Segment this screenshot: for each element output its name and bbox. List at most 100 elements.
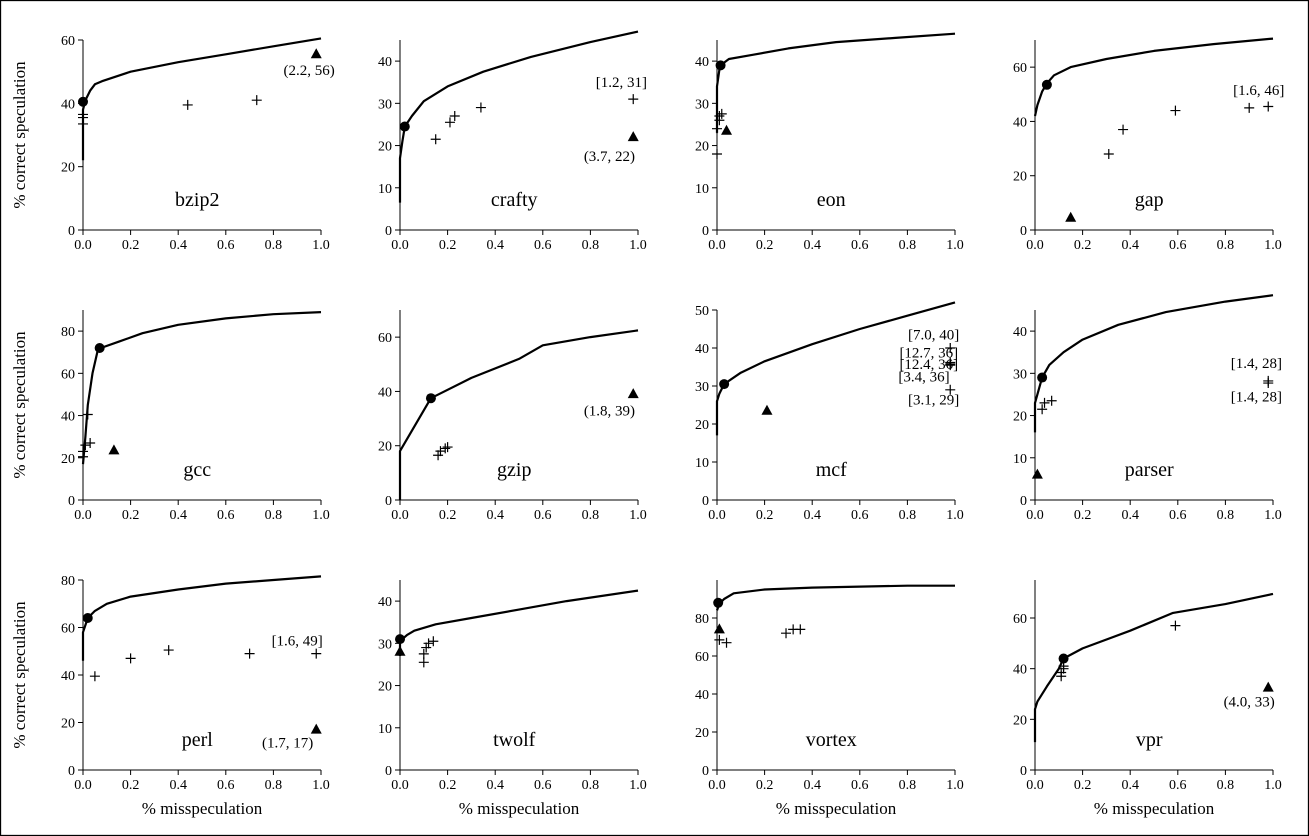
y-axis-label: % correct speculation (10, 601, 29, 749)
x-tick-label: 0.4 (803, 778, 821, 793)
point-annotation: (1.8, 39) (584, 403, 635, 419)
cross-marker (418, 657, 429, 668)
cross-marker (78, 446, 88, 457)
chart-mcf: 0.0 0.2 0.4 0.6 0.8 1.0 0 10 20 30 40 50 mcf [7.0, 40… (695, 301, 964, 523)
y-tick-label: 40 (1013, 663, 1027, 678)
x-tick-label: 0.0 (74, 238, 92, 253)
y-tick-label: 0 (385, 764, 392, 779)
x-tick-label: 1.0 (312, 778, 330, 793)
y-tick-label: 0 (68, 494, 75, 509)
x-tick-label: 0.0 (391, 508, 409, 523)
cross-marker (311, 648, 322, 659)
cross-marker (421, 642, 432, 653)
cross-marker (781, 628, 792, 639)
x-tick-label: 0.0 (1026, 508, 1044, 523)
point-annotation: [12.4, 36] (899, 357, 958, 373)
x-tick-label: 0.8 (265, 778, 283, 793)
highlight-point (719, 379, 730, 390)
benchmark-label: bzip2 (175, 189, 219, 211)
y-tick-label: 20 (695, 726, 709, 741)
benchmark-label: parser (1125, 459, 1174, 481)
chart-eon: 0.0 0.2 0.4 0.6 0.8 1.0 0 10 20 30 40 eon (695, 32, 964, 253)
triangle-marker (108, 444, 120, 455)
y-tick-label: 10 (695, 456, 709, 471)
triangle-marker (627, 388, 639, 399)
x-tick-label: 0.0 (708, 508, 726, 523)
y-tick-label: 10 (378, 722, 392, 737)
x-tick-label: 0.2 (756, 508, 774, 523)
cross-marker (714, 111, 725, 121)
y-tick-label: 30 (378, 637, 392, 652)
cross-marker (1170, 620, 1181, 631)
triangle-marker (721, 124, 733, 135)
x-tick-label: 0.2 (439, 238, 457, 253)
cross-marker (442, 442, 453, 453)
y-tick-label: 80 (61, 325, 75, 340)
x-tick-label: 0.4 (486, 508, 504, 523)
cross-marker (251, 95, 262, 106)
chart-bzip2: 0.0 0.2 0.4 0.6 0.8 1.0 0 20 40 60 % correct specu… (10, 34, 335, 253)
x-tick-label: 0.8 (265, 508, 283, 523)
benchmark-label: crafty (491, 189, 538, 211)
x-axis-label: % misspeculation (459, 799, 580, 818)
y-tick-label: 60 (61, 34, 75, 49)
cross-marker (945, 343, 956, 353)
y-tick-label: 50 (695, 304, 709, 319)
x-tick-label: 0.6 (217, 778, 235, 793)
point-annotation: [1.2, 31] (596, 75, 647, 91)
x-tick-label: 0.0 (1026, 238, 1044, 253)
highlight-point (715, 60, 726, 71)
y-tick-label: 0 (702, 494, 709, 509)
cross-marker (89, 671, 100, 682)
x-tick-label: 0.6 (217, 508, 235, 523)
point-annotation: (3.7, 22) (584, 149, 635, 165)
oracle-curve (1033, 37, 1274, 117)
x-tick-label: 0.0 (708, 238, 726, 253)
triangle-marker (310, 723, 322, 734)
x-tick-label: 0.6 (534, 778, 552, 793)
point-annotation: [3.4, 36] (898, 370, 949, 386)
cross-marker (430, 134, 441, 145)
chart-crafty: 0.0 0.2 0.4 0.6 0.8 1.0 0 10 20 30 40 crafty [1.2, 3… (378, 30, 647, 253)
chart-vortex: 0.0 0.2 0.4 0.6 0.8 1.0 0 20 40 60 80 % misspeculat… (695, 580, 964, 818)
cross-marker (1263, 375, 1274, 386)
point-annotation: [12.7, 36] (899, 346, 958, 362)
chart-twolf: 0.0 0.2 0.4 0.6 0.8 1.0 0 10 20 30 40 % misspeculat… (378, 580, 647, 818)
y-tick-label: 40 (61, 410, 75, 425)
y-tick-label: 30 (695, 380, 709, 395)
x-tick-label: 0.2 (1074, 238, 1092, 253)
benchmark-label: vpr (1136, 729, 1163, 751)
cross-marker (444, 117, 455, 128)
cross-marker (945, 360, 956, 371)
cross-marker (712, 123, 722, 134)
x-tick-label: 0.4 (803, 238, 821, 253)
x-tick-label: 0.0 (391, 238, 409, 253)
x-tick-label: 1.0 (312, 508, 330, 523)
oracle-curve (1033, 294, 1274, 433)
y-tick-label: 40 (378, 55, 392, 70)
y-tick-label: 40 (378, 385, 392, 400)
oracle-curve (398, 329, 639, 500)
y-tick-label: 10 (1013, 452, 1027, 467)
x-tick-label: 0.6 (851, 238, 869, 253)
y-tick-label: 0 (385, 494, 392, 509)
y-axis-label: % correct speculation (10, 331, 29, 479)
y-tick-label: 80 (61, 574, 75, 589)
y-tick-label: 60 (695, 650, 709, 665)
y-tick-label: 20 (378, 140, 392, 155)
y-tick-label: 60 (1013, 612, 1027, 627)
x-tick-label: 0.4 (169, 508, 187, 523)
x-tick-label: 1.0 (1264, 508, 1282, 523)
benchmark-label: gap (1135, 189, 1164, 211)
y-tick-label: 30 (378, 97, 392, 112)
point-annotation: (2.2, 56) (283, 63, 334, 79)
cross-marker (1244, 102, 1255, 113)
x-tick-label: 0.2 (1074, 508, 1092, 523)
benchmark-label: eon (817, 189, 846, 211)
x-tick-label: 0.6 (1169, 778, 1187, 793)
y-tick-label: 0 (1020, 224, 1027, 239)
point-annotation: [3.1, 29] (908, 392, 959, 408)
y-tick-label: 0 (68, 764, 75, 779)
x-tick-label: 1.0 (312, 238, 330, 253)
